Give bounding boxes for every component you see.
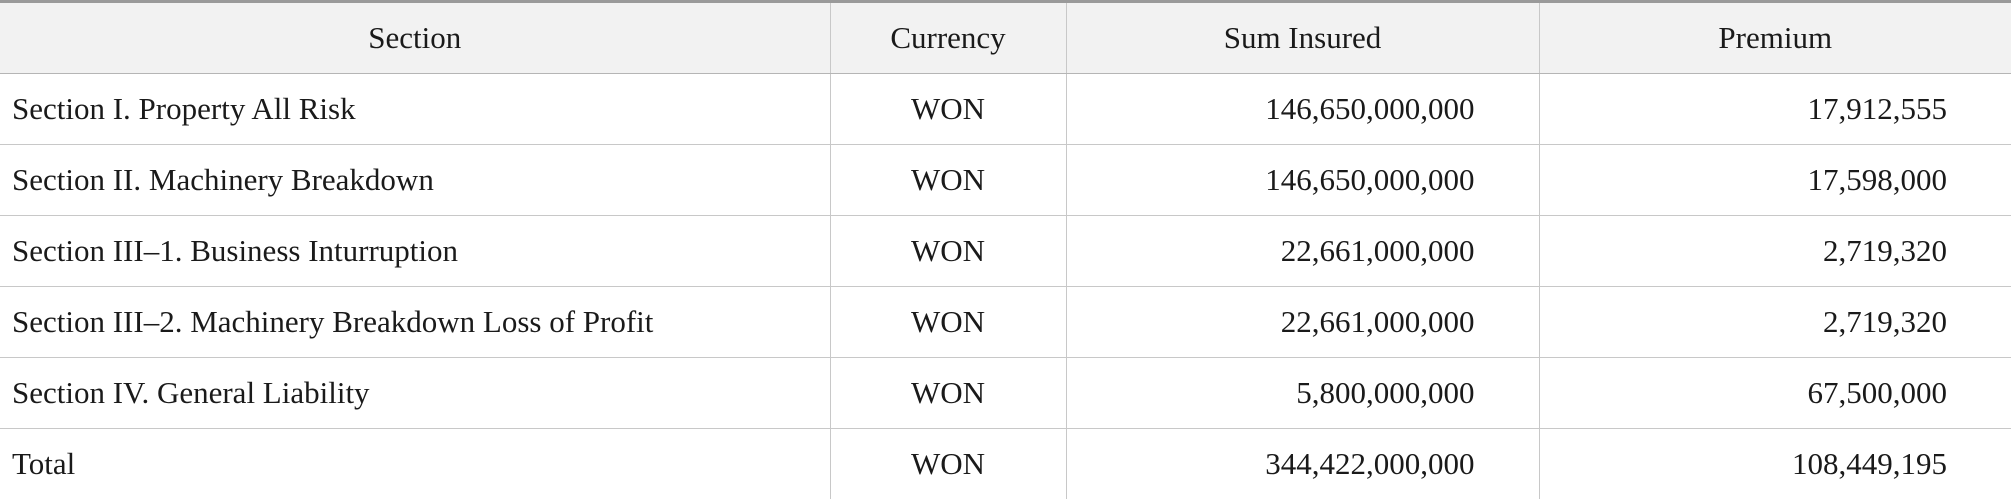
sum-insured-cell: 22,661,000,000: [1065, 286, 1539, 358]
header-sum-insured: Sum Insured: [1065, 0, 1539, 74]
total-row: Total WON 344,422,000,000 108,449,195: [0, 428, 2011, 499]
currency-cell: WON: [829, 215, 1066, 287]
section-cell: Section II. Machinery Breakdown: [0, 144, 830, 216]
currency-cell: WON: [829, 144, 1066, 216]
currency-cell: WON: [829, 428, 1066, 499]
section-cell: Section I. Property All Risk: [0, 73, 830, 145]
table-header: Section Currency Sum Insured Premium: [0, 0, 2011, 74]
table-row: Section II. Machinery Breakdown WON 146,…: [0, 144, 2011, 216]
premium-cell: 2,719,320: [1538, 286, 2011, 358]
section-cell: Section IV. General Liability: [0, 357, 830, 429]
sum-insured-cell: 22,661,000,000: [1065, 215, 1539, 287]
sum-insured-cell: 5,800,000,000: [1065, 357, 1539, 429]
table-body: Section I. Property All Risk WON 146,650…: [0, 73, 2011, 499]
total-premium-cell: 108,449,195: [1538, 428, 2011, 499]
section-cell: Section III–1. Business Inturruption: [0, 215, 830, 287]
currency-cell: WON: [829, 357, 1066, 429]
header-row: Section Currency Sum Insured Premium: [0, 0, 2011, 74]
premium-cell: 2,719,320: [1538, 215, 2011, 287]
currency-cell: WON: [829, 73, 1066, 145]
sum-insured-cell: 146,650,000,000: [1065, 73, 1539, 145]
premium-cell: 67,500,000: [1538, 357, 2011, 429]
currency-cell: WON: [829, 286, 1066, 358]
section-cell: Section III–2. Machinery Breakdown Loss …: [0, 286, 830, 358]
table-row: Section IV. General Liability WON 5,800,…: [0, 357, 2011, 429]
header-section: Section: [0, 0, 830, 74]
sum-insured-cell: 146,650,000,000: [1065, 144, 1539, 216]
total-sum-insured-cell: 344,422,000,000: [1065, 428, 1539, 499]
header-premium: Premium: [1538, 0, 2011, 74]
table-row: Section III–2. Machinery Breakdown Loss …: [0, 286, 2011, 358]
table-row: Section I. Property All Risk WON 146,650…: [0, 73, 2011, 145]
premium-cell: 17,598,000: [1538, 144, 2011, 216]
header-currency: Currency: [829, 0, 1066, 74]
total-label-cell: Total: [12, 445, 76, 481]
premium-cell: 17,912,555: [1538, 73, 2011, 145]
table-row: Section III–1. Business Inturruption WON…: [0, 215, 2011, 287]
